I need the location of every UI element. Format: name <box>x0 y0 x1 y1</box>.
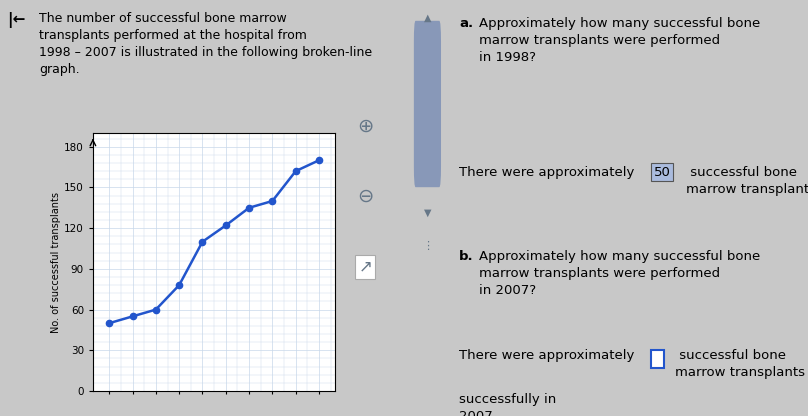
Text: ▼: ▼ <box>423 208 431 218</box>
Text: b.: b. <box>459 250 473 262</box>
Text: 50: 50 <box>654 166 671 178</box>
Text: ▲: ▲ <box>423 12 431 22</box>
Text: The number of successful bone marrow
transplants performed at the hospital from
: The number of successful bone marrow tra… <box>39 12 372 77</box>
Text: ⋮: ⋮ <box>422 241 433 251</box>
Text: There were approximately: There were approximately <box>459 349 638 362</box>
Text: Approximately how many successful bone
marrow transplants were performed
in 2007: Approximately how many successful bone m… <box>479 250 760 297</box>
Y-axis label: No. of successful transplants: No. of successful transplants <box>52 192 61 332</box>
Text: a.: a. <box>459 17 473 30</box>
Text: |←: |← <box>6 12 25 28</box>
Text: There were approximately: There were approximately <box>459 166 638 179</box>
Text: ⊕: ⊕ <box>357 116 373 136</box>
Text: successfully in
2007.: successfully in 2007. <box>459 393 556 416</box>
Text: successful bone
marrow transplants performed in 1998.: successful bone marrow transplants perfo… <box>686 166 808 196</box>
Text: Approximately how many successful bone
marrow transplants were performed
in 1998: Approximately how many successful bone m… <box>479 17 760 64</box>
FancyBboxPatch shape <box>414 21 441 187</box>
Text: successful bone
marrow transplants performed: successful bone marrow transplants perfo… <box>675 349 808 379</box>
Text: ↗: ↗ <box>358 258 372 276</box>
Text: ⊖: ⊖ <box>357 187 373 206</box>
